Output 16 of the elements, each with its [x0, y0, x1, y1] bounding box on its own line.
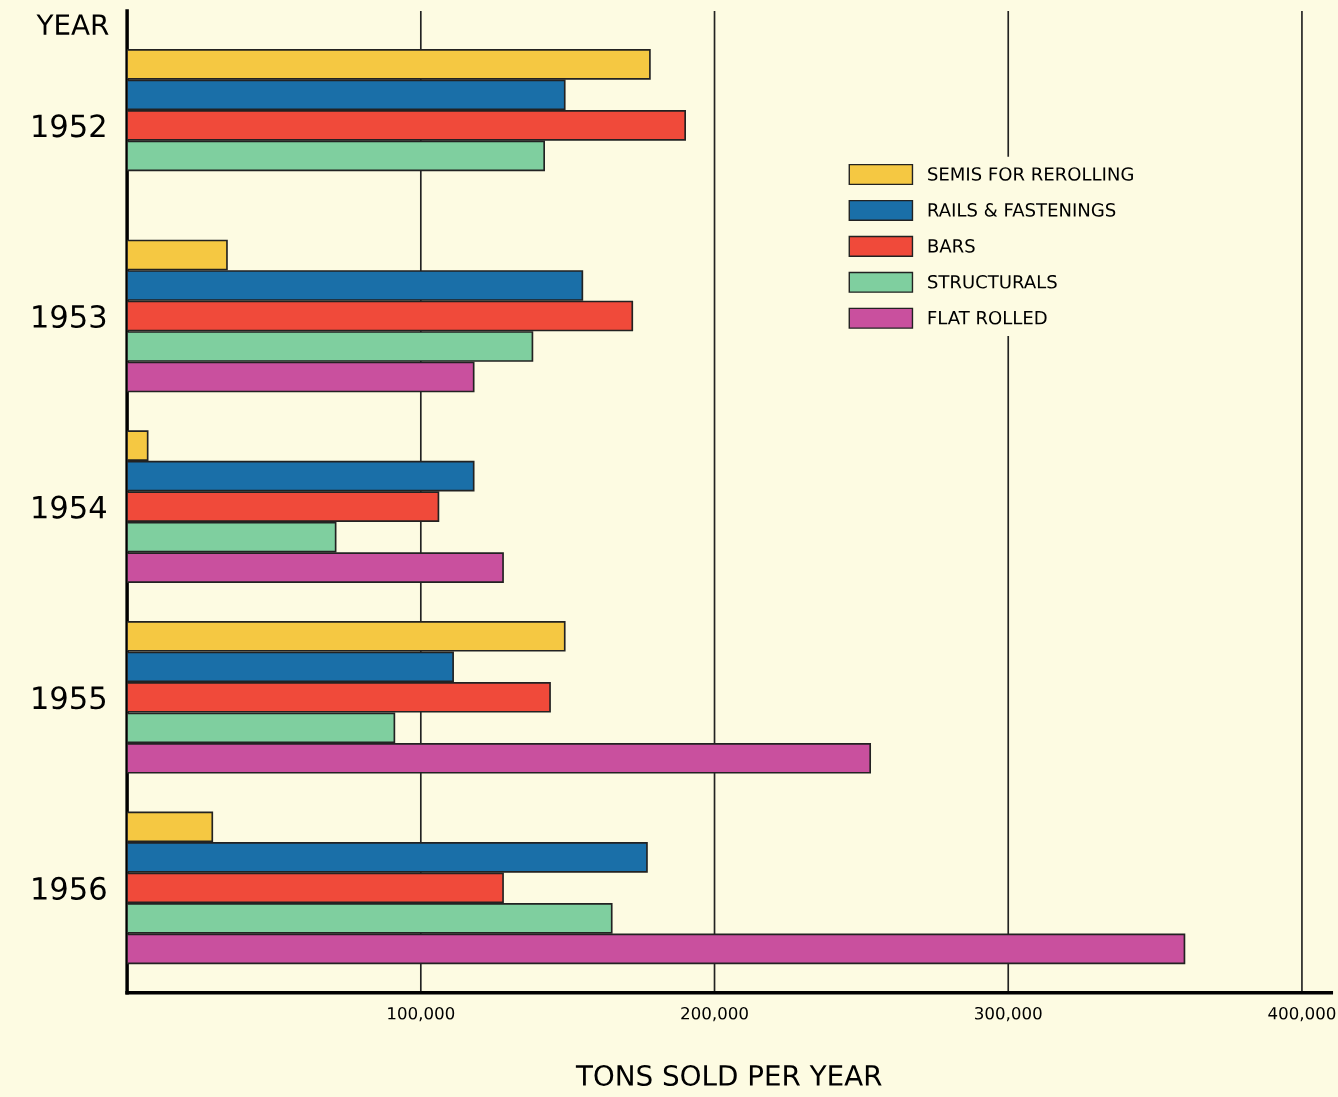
legend-label: SEMIS FOR REROLLING: [928, 167, 1133, 181]
y-tick-label: 1955: [33, 686, 105, 710]
x-axis-title: TONS SOLD PER YEAR: [575, 1064, 882, 1086]
y-tick-label: 1953: [33, 304, 106, 329]
y-tick-label: 1952: [33, 114, 105, 138]
x-tick-label: 200,000: [681, 1006, 748, 1022]
x-tick-label: 400,000: [1268, 1006, 1336, 1022]
y-axis-title: YEAR: [36, 14, 109, 35]
y-tick-label: 1956: [33, 876, 106, 900]
y-tick-label: 1954: [33, 495, 106, 519]
legend-label: STRUCTURALS: [928, 274, 1057, 289]
x-tick-label: 100,000: [388, 1006, 455, 1022]
legend-label: FLAT ROLLED: [928, 310, 1047, 325]
legend-label: RAILS & FASTENINGS: [928, 203, 1116, 217]
x-tick-label: 300,000: [975, 1006, 1042, 1022]
legend-label: BARS: [928, 239, 975, 253]
